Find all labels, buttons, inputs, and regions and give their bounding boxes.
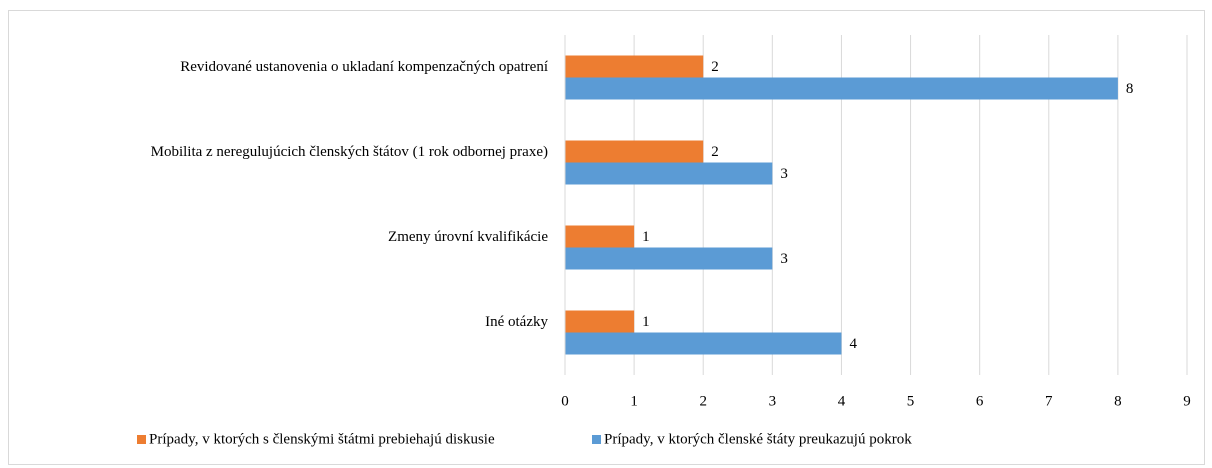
bar <box>565 225 635 248</box>
data-label: 2 <box>711 144 719 160</box>
x-tick-label: 9 <box>1183 393 1191 409</box>
x-tick-label: 4 <box>838 393 846 409</box>
legend-swatch <box>592 435 601 444</box>
y-tick-label: Iné otázky <box>485 314 548 330</box>
data-label: 1 <box>642 314 650 330</box>
x-tick-label: 3 <box>769 393 777 409</box>
data-label: 8 <box>1126 81 1134 97</box>
y-tick-label: Revidované ustanovenia o ukladaní kompen… <box>180 59 548 75</box>
bar <box>565 77 1118 100</box>
bar <box>565 162 773 185</box>
y-tick-label: Mobilita z neregulujúcich členských štát… <box>151 144 548 160</box>
legend-label: Prípady, v ktorých členské štáty preukaz… <box>604 431 912 447</box>
x-tick-label: 1 <box>630 393 638 409</box>
data-label: 4 <box>849 336 857 352</box>
bar <box>565 332 842 355</box>
y-tick-label: Zmeny úrovní kvalifikácie <box>388 229 548 245</box>
x-tick-label: 8 <box>1114 393 1122 409</box>
x-tick-label: 5 <box>907 393 915 409</box>
legend-swatch <box>137 435 146 444</box>
data-label: 3 <box>780 251 788 267</box>
bar <box>565 247 773 270</box>
x-tick-label: 2 <box>699 393 707 409</box>
data-label: 2 <box>711 59 719 75</box>
legend-label: Prípady, v ktorých s členskými štátmi pr… <box>149 431 495 447</box>
x-tick-label: 7 <box>1045 393 1053 409</box>
x-tick-label: 6 <box>976 393 984 409</box>
bar <box>565 140 704 163</box>
bar <box>565 310 635 333</box>
x-tick-label: 0 <box>561 393 569 409</box>
data-label: 1 <box>642 229 650 245</box>
bar <box>565 55 704 78</box>
data-label: 3 <box>780 166 788 182</box>
